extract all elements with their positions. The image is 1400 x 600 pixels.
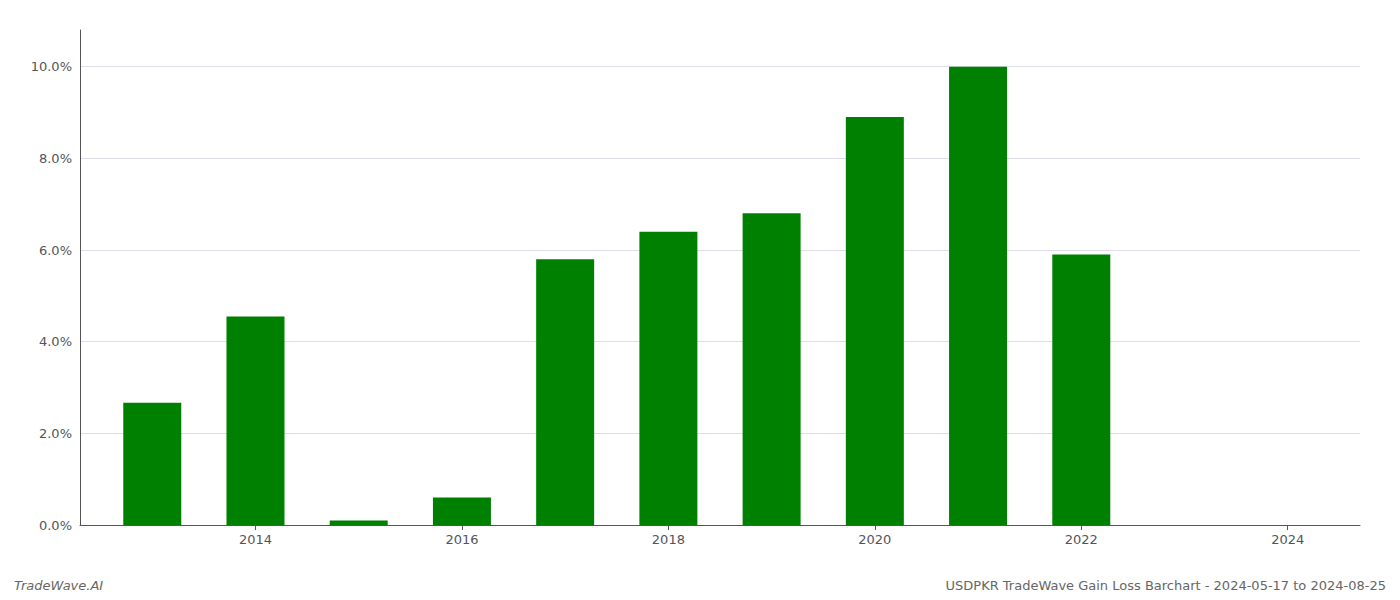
svg-text:4.0%: 4.0% <box>39 334 72 349</box>
svg-text:2.0%: 2.0% <box>39 426 72 441</box>
svg-text:2014: 2014 <box>239 532 272 547</box>
svg-text:10.0%: 10.0% <box>31 59 72 74</box>
svg-text:2016: 2016 <box>445 532 478 547</box>
svg-text:TradeWave.AI: TradeWave.AI <box>14 578 103 593</box>
svg-text:0.0%: 0.0% <box>39 518 72 533</box>
svg-text:2022: 2022 <box>1065 532 1098 547</box>
svg-text:USDPKR TradeWave Gain Loss Bar: USDPKR TradeWave Gain Loss Barchart - 20… <box>946 578 1387 593</box>
svg-text:8.0%: 8.0% <box>39 151 72 166</box>
svg-text:2024: 2024 <box>1271 532 1304 547</box>
svg-text:2020: 2020 <box>858 532 891 547</box>
svg-text:6.0%: 6.0% <box>39 243 72 258</box>
svg-text:2018: 2018 <box>652 532 685 547</box>
